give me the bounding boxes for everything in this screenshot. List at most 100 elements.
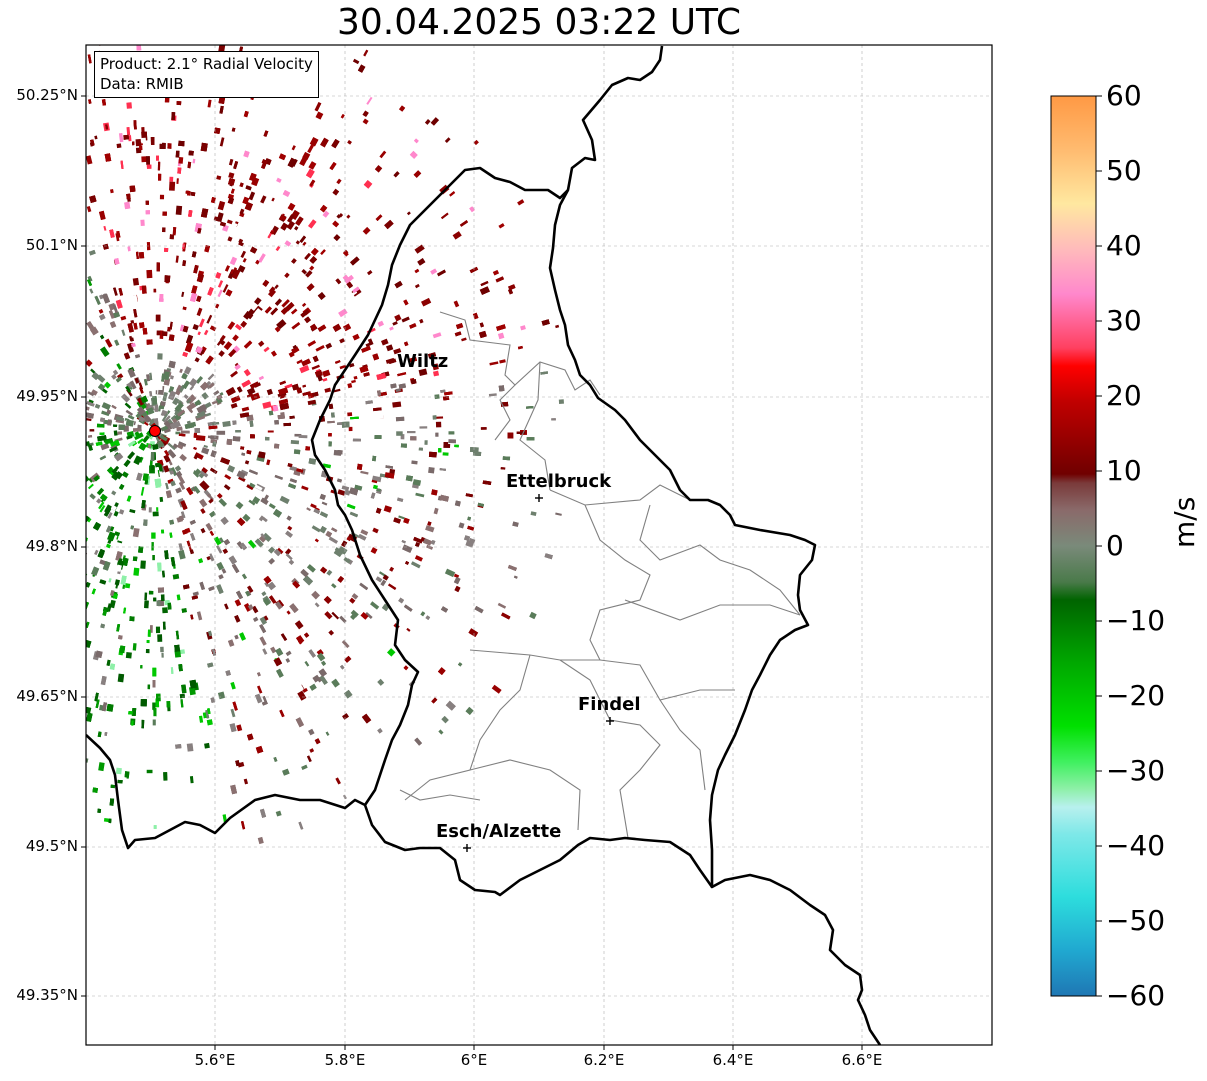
radar-echo-pixel	[229, 723, 237, 733]
radar-echo-pixel	[263, 346, 270, 353]
radar-echo-pixel	[213, 536, 222, 546]
radar-echo-pixel	[346, 281, 354, 289]
radar-echo-pixel	[314, 102, 322, 112]
radar-echo-pixel	[375, 576, 383, 583]
radar-echo-pixel	[440, 389, 446, 393]
radar-echo-pixel	[162, 392, 168, 402]
lon-tick-label: 6.4°E	[712, 1051, 754, 1069]
radar-echo-pixel	[257, 672, 261, 677]
radar-echo-pixel	[275, 298, 282, 306]
radar-echo-pixel	[235, 501, 244, 510]
radar-echo-pixel	[248, 191, 256, 201]
radar-echo-pixel	[328, 433, 332, 437]
radar-echo-pixel	[144, 480, 148, 485]
radar-echo-pixel	[457, 662, 463, 667]
radar-echo-pixel	[177, 409, 186, 417]
radar-echo-pixel	[335, 278, 342, 285]
radar-echo-pixel	[324, 611, 333, 620]
radar-echo-pixel	[291, 258, 297, 264]
radar-echo-pixel	[455, 322, 464, 330]
radar-echo-pixel	[152, 667, 157, 677]
radar-echo-pixel	[302, 575, 314, 586]
radar-echo-pixel	[171, 112, 176, 121]
radar-echo-pixel	[230, 188, 235, 194]
radar-echo-pixel	[337, 450, 343, 455]
radar-echo-pixel	[108, 310, 115, 319]
radar-echo-pixel	[118, 635, 123, 640]
radar-echo-pixel	[294, 620, 304, 630]
radar-echo-pixel	[226, 219, 233, 225]
radar-echo-pixel	[319, 675, 328, 685]
radar-echo-pixel	[241, 406, 250, 412]
radar-echo-pixel	[243, 368, 251, 377]
radar-echo-pixel	[168, 360, 176, 369]
radar-echo-pixel	[116, 230, 121, 238]
radar-echo-pixel	[134, 354, 141, 359]
radar-echo-pixel	[162, 570, 165, 578]
radar-echo-pixel	[132, 643, 137, 651]
radar-echo-pixel	[132, 556, 138, 562]
radar-echo-pixel	[235, 430, 241, 433]
radar-echo-pixel	[396, 497, 404, 502]
radar-echo-pixel	[160, 485, 167, 493]
radar-echo-pixel	[280, 222, 288, 231]
radar-echo-pixel	[177, 475, 186, 485]
radar-echo-pixel	[275, 810, 282, 817]
district-borders	[399, 311, 801, 839]
radar-echo-pixel	[230, 681, 236, 690]
radar-echo-pixel	[123, 352, 131, 360]
radar-echo-pixel	[341, 421, 350, 428]
radar-echo-pixel	[153, 708, 157, 717]
radar-echo-pixel	[308, 458, 317, 465]
radar-echo-pixel	[316, 652, 326, 662]
radar-echo-pixel	[432, 415, 437, 420]
radar-echo-pixel	[146, 339, 153, 345]
radar-echo-pixel	[146, 639, 150, 644]
radar-echo-pixel	[414, 138, 419, 144]
radar-echo-pixel	[131, 720, 134, 726]
radar-echo-pixel	[156, 385, 163, 390]
radar-echo-pixel	[231, 563, 240, 574]
radar-echo-pixel	[129, 616, 135, 622]
radar-echo-pixel	[138, 546, 144, 553]
radar-echo-pixel	[379, 150, 387, 159]
radar-echo-pixel	[216, 561, 225, 571]
radar-echo-pixel	[204, 742, 210, 749]
radar-echo-pixel	[230, 784, 238, 795]
radar-echo-pixel	[262, 517, 268, 523]
radar-echo-pixel	[336, 214, 341, 219]
radar-echo-pixel	[230, 402, 238, 409]
radar-echo-pixel	[318, 668, 327, 677]
radar-echo-pixel	[343, 557, 351, 564]
radar-echo-pixel	[558, 399, 564, 404]
radar-echo-pixel	[370, 601, 380, 610]
radar-echo-pixel	[362, 226, 371, 235]
radar-echo-pixel	[197, 419, 207, 427]
radar-echo-pixel	[403, 665, 409, 671]
radar-echo-pixel	[400, 443, 407, 448]
radar-echo-pixel	[217, 691, 226, 700]
radar-echo-pixel	[178, 543, 183, 551]
radar-echo-pixel	[353, 712, 364, 724]
radar-echo-pixel	[123, 527, 131, 536]
radar-echo-pixel	[175, 471, 183, 478]
city-label-findel: Findel	[578, 694, 641, 715]
radar-echo-pixel	[133, 120, 137, 130]
radar-echo-pixel	[324, 387, 332, 393]
radar-echo-pixel	[195, 434, 206, 442]
radar-echo-pixel	[112, 468, 118, 474]
radar-echo-pixel	[479, 322, 484, 328]
radar-echo-pixel	[284, 240, 292, 247]
radar-echo-pixel	[163, 465, 170, 473]
radar-echo-pixel	[173, 407, 183, 417]
radar-echo-pixel	[246, 733, 254, 741]
radar-echo-pixel	[348, 426, 353, 432]
radar-echo-pixel	[162, 211, 167, 216]
radar-echo-pixel	[273, 508, 282, 518]
radar-echo-pixel	[440, 212, 449, 220]
radar-echo-pixel	[361, 713, 372, 724]
radar-echo-pixel	[168, 334, 175, 342]
radar-echo-pixel	[395, 388, 401, 393]
radar-echo-pixel	[172, 227, 177, 236]
